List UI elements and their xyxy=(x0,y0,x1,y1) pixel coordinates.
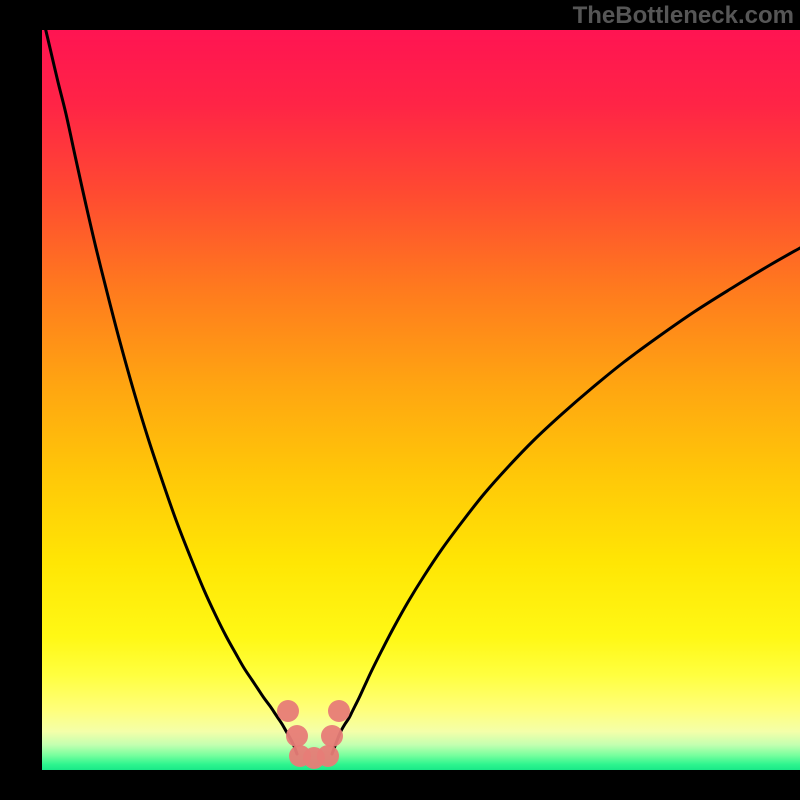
bottleneck-chart xyxy=(0,0,800,800)
watermark-text: TheBottleneck.com xyxy=(573,2,794,30)
gradient-background xyxy=(42,30,800,770)
